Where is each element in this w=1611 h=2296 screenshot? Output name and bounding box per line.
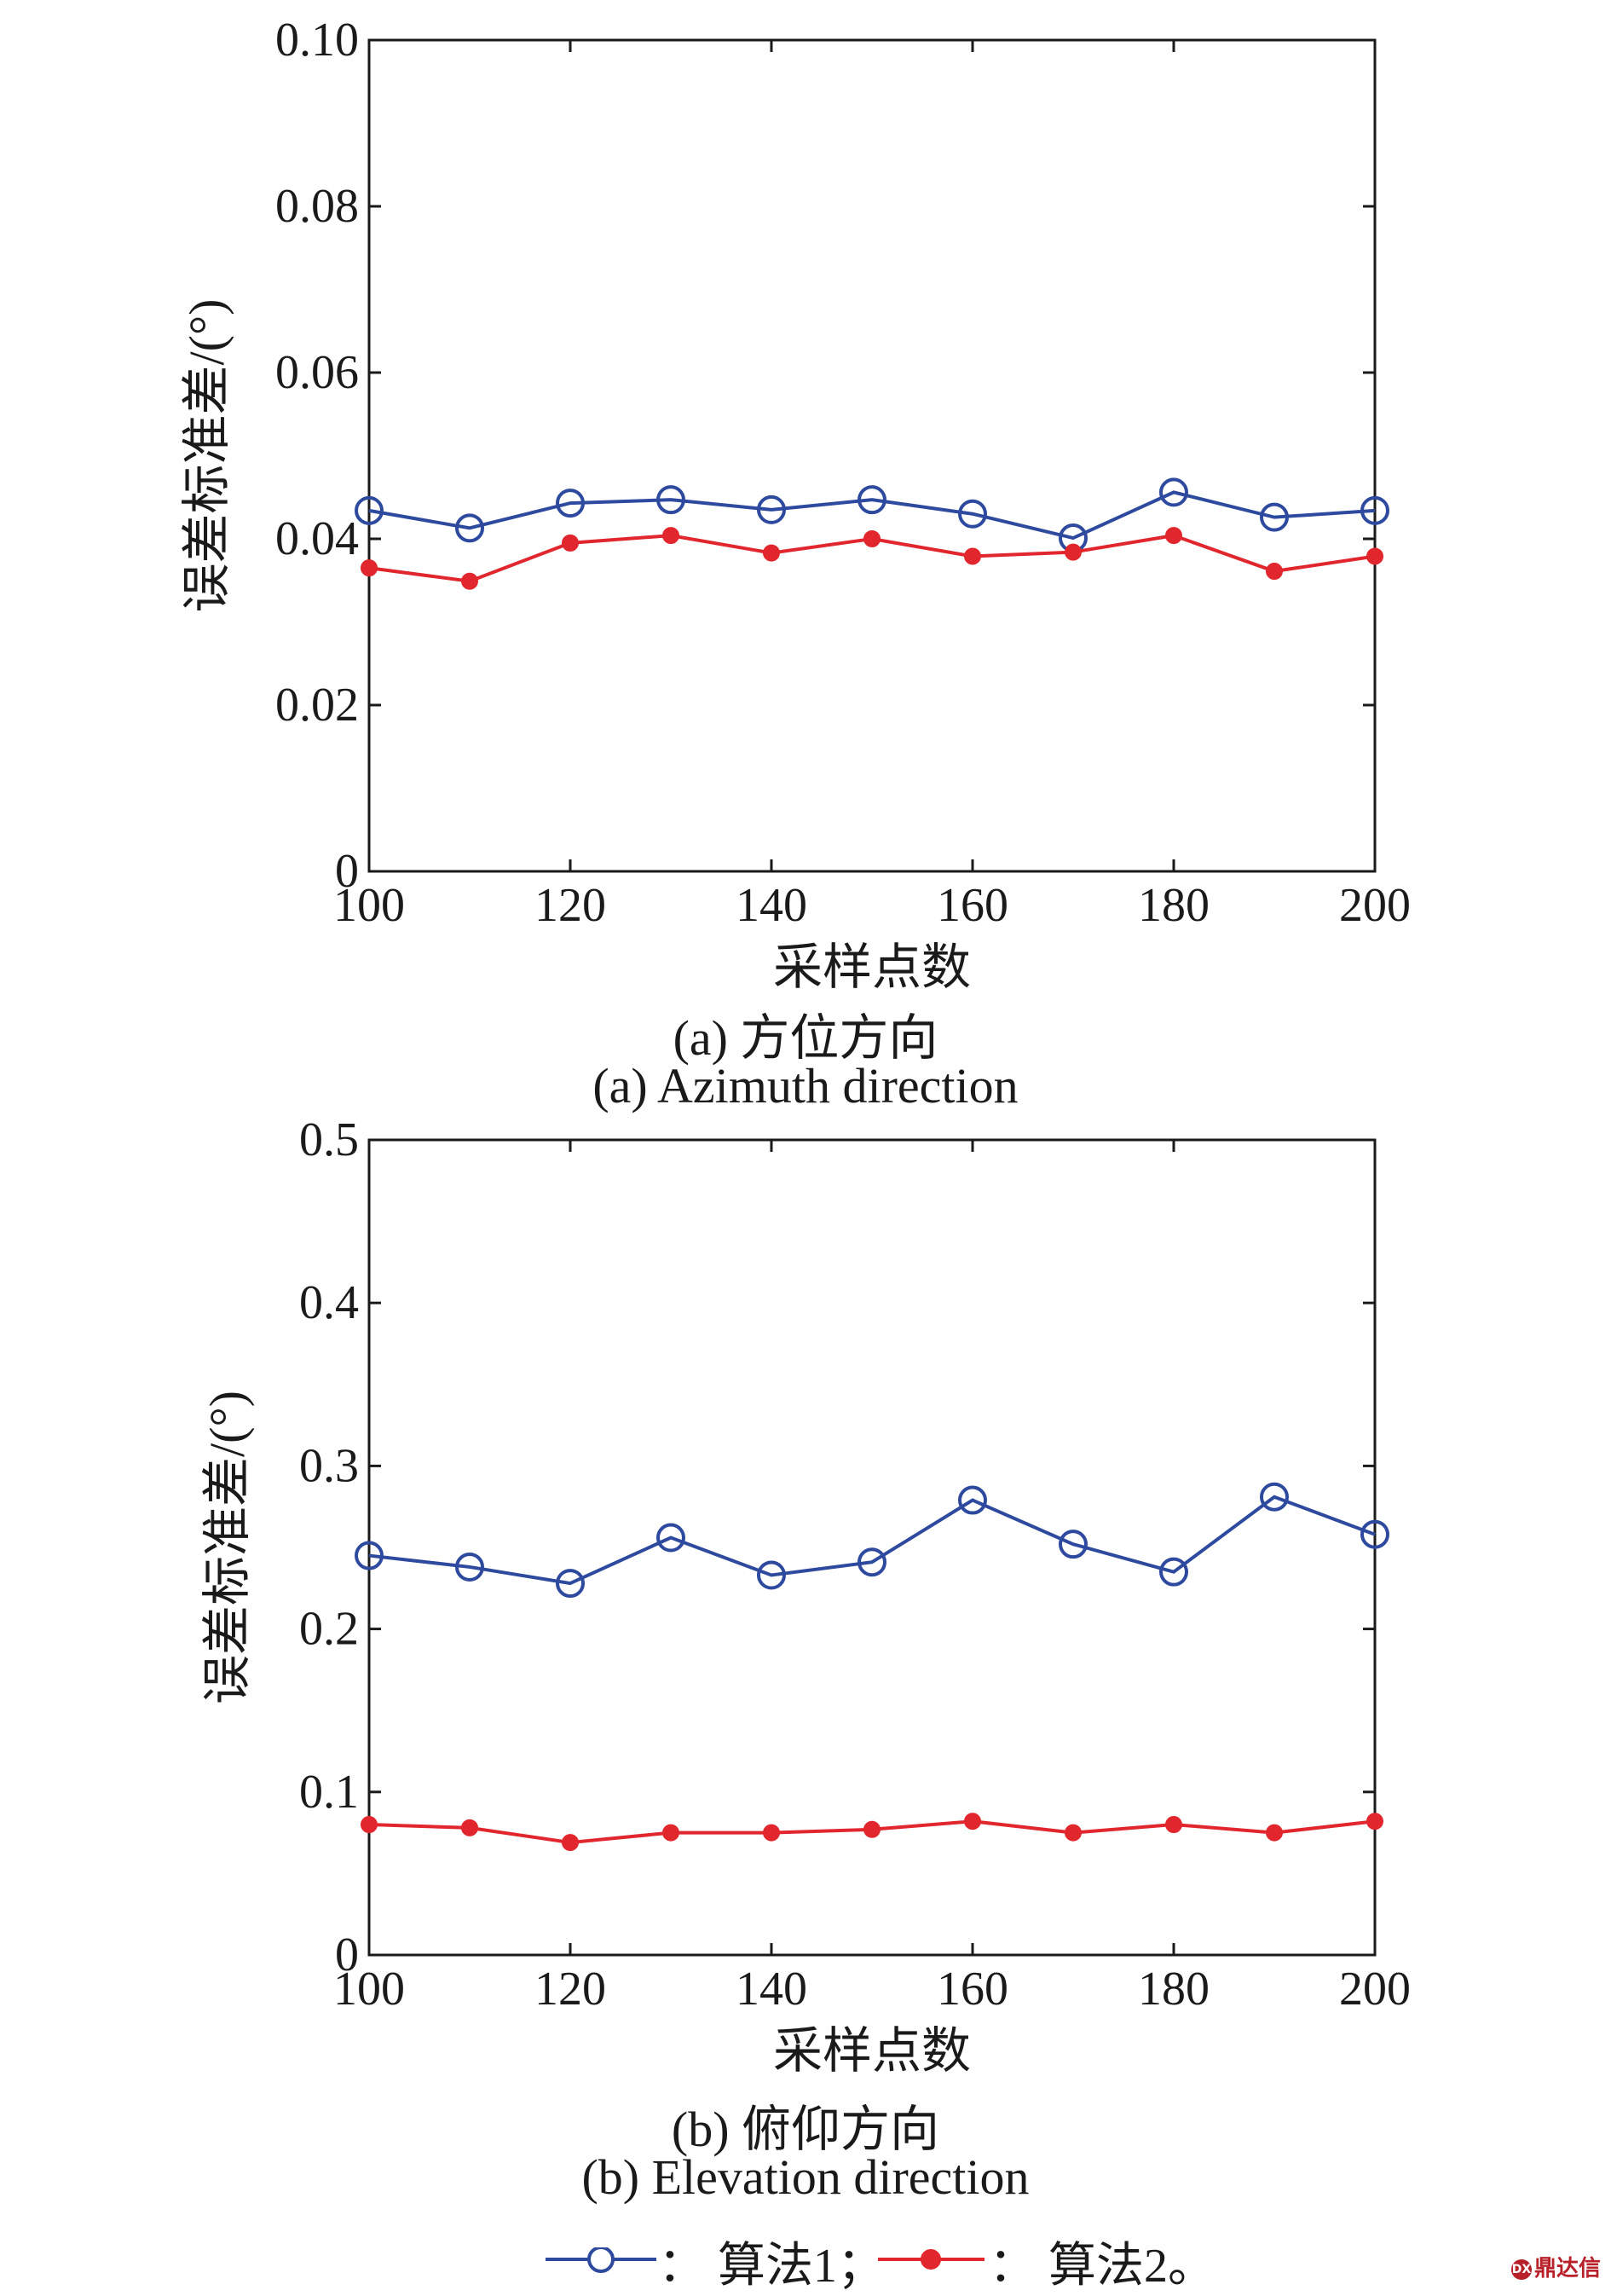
chart-b-xtick-label: 120 — [534, 1963, 606, 2016]
chart-a-series-1-point — [958, 499, 987, 529]
legend-line-algo1-icon — [546, 2247, 656, 2273]
chart-a-plot-frame — [367, 38, 1377, 873]
chart-b-series-2-point — [1366, 1813, 1383, 1830]
chart-b-series-1-point — [757, 1560, 786, 1590]
chart-a-ytick-label: 0.10 — [275, 14, 359, 67]
chart-b-series-2-point — [562, 1834, 579, 1852]
watermark-text: 鼎达信 — [1533, 2256, 1601, 2282]
chart-a-series-2-point — [1366, 547, 1383, 565]
chart-b-series-1-point — [857, 1547, 886, 1577]
chart-b-series-1-point — [1059, 1530, 1088, 1559]
chart-a-series-1-point — [757, 494, 786, 524]
chart-a-caption-cn: (a) 方位方向 — [673, 1010, 938, 1066]
chart-a-ylabel: 误差标准差/(°) — [179, 299, 234, 613]
chart-b-series-2-point — [763, 1824, 780, 1842]
chart-a-series-1-point — [1260, 502, 1289, 532]
chart-a-series-2-point — [1266, 563, 1283, 581]
chart-a-series-2-point — [1165, 527, 1182, 545]
chart-b-ylabel: 误差标准差/(°) — [199, 1391, 255, 1704]
chart-a-ytick-label: 0.06 — [275, 346, 359, 399]
chart-b-series-2-point — [863, 1820, 881, 1838]
chart-panel-b: 0 0.1 0.2 0.3 0.4 0.5 100 120 140 160 180 200 采样点数 误差… — [0, 1108, 1611, 2225]
chart-a-xtick-label: 140 — [736, 879, 807, 932]
chart-b-svg: 0 0.1 0.2 0.3 0.4 0.5 100 120 140 160 180 200 采样点数 误差… — [199, 1113, 1411, 2079]
chart-a-series-1-point — [857, 485, 886, 515]
chart-b-series-2-point — [1266, 1824, 1283, 1842]
chart-b-series-1-point — [1159, 1557, 1188, 1587]
chart-a-series-2-point — [562, 534, 579, 552]
chart-a-series-1-point — [1360, 495, 1389, 525]
chart-b-series-2-point — [361, 1816, 378, 1834]
chart-a-series-2-point — [461, 572, 478, 590]
chart-a-caption-en: (a) Azimuth direction — [592, 1058, 1019, 1113]
chart-a-series-1-point — [1159, 477, 1188, 507]
chart-a-series-2-point — [964, 547, 981, 565]
chart-a-series-2-point — [662, 527, 679, 545]
chart-b-xtick-label: 140 — [736, 1963, 807, 2016]
chart-a-ytick-label: 0.04 — [275, 512, 359, 565]
chart-b-xtick-label: 180 — [1138, 1963, 1210, 2016]
chart-b-caption-cn: (b) 俯仰方向 — [671, 2102, 940, 2157]
chart-a-xtick-label: 200 — [1339, 879, 1411, 932]
chart-b-xtick-label: 160 — [937, 1963, 1008, 2016]
chart-b-series-1-point — [656, 1523, 685, 1553]
chart-a-series-1-point — [656, 485, 685, 515]
chart-b-series-1-line — [368, 1495, 1376, 1586]
chart-b-series-2-point — [964, 1813, 981, 1830]
chart-a-ytick-label: 0.02 — [275, 679, 359, 732]
chart-a-series-1-point — [355, 495, 384, 525]
chart-b-ytick-label: 0.5 — [299, 1113, 359, 1166]
legend-label-algo2: ： 算法2。 — [989, 2240, 1215, 2293]
chart-b-series-2-point — [1165, 1816, 1182, 1834]
chart-a-ytick-label: 0 — [335, 845, 359, 898]
chart-b-series-2-point — [662, 1824, 679, 1842]
chart-b-series-1-point — [958, 1485, 987, 1515]
chart-a-xtick-label: 180 — [1138, 879, 1210, 932]
legend: ： 算法1； ： 算法2。 — [0, 2225, 1611, 2293]
chart-b-ytick-label: 0.1 — [299, 1766, 359, 1819]
chart-b-ytick-label: 0.4 — [299, 1276, 359, 1329]
chart-a-svg: 0 0.02 0.04 0.06 0.08 0.10 100 120 140 160 180 200 采… — [179, 14, 1411, 995]
chart-b-series-1-point — [1260, 1482, 1289, 1512]
chart-a-series-1-point — [556, 489, 585, 518]
chart-b-xlabel: 采样点数 — [773, 2023, 971, 2079]
chart-b-series-2-point — [1065, 1824, 1082, 1842]
chart-a-xtick-label: 160 — [937, 879, 1008, 932]
chart-a-xtick-label: 100 — [333, 879, 405, 932]
chart-a-xtick-label: 120 — [534, 879, 606, 932]
legend-label-algo1: ： 算法1； — [658, 2240, 885, 2293]
chart-b-series-1-point — [556, 1569, 585, 1599]
chart-a-ytick-label: 0.08 — [275, 180, 359, 233]
chart-b-series-1-point — [1360, 1519, 1389, 1549]
chart-b-ytick-label: 0.3 — [299, 1439, 359, 1492]
chart-a-series-1-point — [455, 513, 484, 543]
chart-a-series-1-line — [368, 490, 1376, 541]
chart-b-series-1-point — [455, 1552, 484, 1582]
chart-a-series-2-point — [763, 544, 780, 562]
legend-line-algo2-icon — [878, 2249, 984, 2270]
chart-panel-a: 0 0.02 0.04 0.06 0.08 0.10 100 120 140 160 180 200 采… — [0, 0, 1611, 1113]
chart-a-series-2-point — [1065, 543, 1082, 561]
chart-b-ytick-label: 0 — [335, 1929, 359, 1981]
chart-b-ytick-label: 0.2 — [299, 1603, 359, 1656]
chart-b-series-2-point — [461, 1819, 478, 1836]
chart-a-series-2-point — [361, 559, 378, 577]
chart-a-series-2-point — [863, 530, 881, 547]
chart-b-xtick-label: 200 — [1339, 1963, 1411, 2016]
chart-b-caption-en: (b) Elevation direction — [581, 2149, 1030, 2205]
watermark-logo: DX 鼎达信 — [1510, 2256, 1601, 2282]
chart-b-xtick-label: 100 — [333, 1963, 405, 2016]
chart-b-series-1-point — [355, 1541, 384, 1570]
chart-a-xlabel: 采样点数 — [773, 940, 971, 995]
